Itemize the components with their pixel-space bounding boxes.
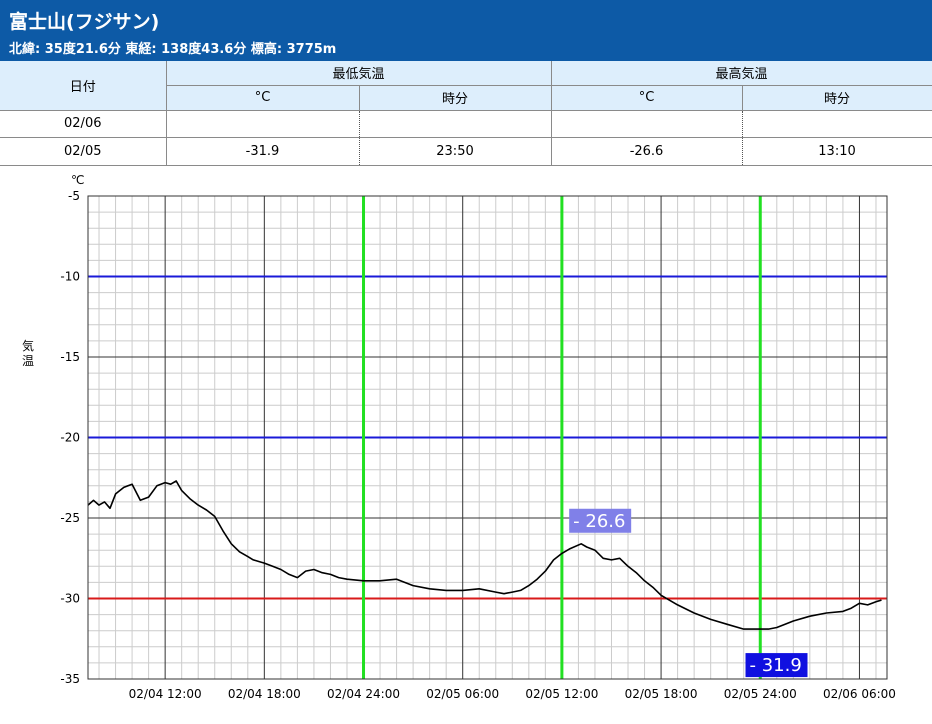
min-temp-label-bg (745, 653, 808, 678)
y-tick-label: -5 (68, 189, 80, 203)
series (87, 480, 882, 630)
min-time-unit-header: 時分 (359, 85, 552, 111)
station-title: 富士山(フジサン) (9, 11, 160, 33)
date-column-header: 日付 (0, 61, 167, 111)
y-axis-label: 気温 (22, 338, 34, 368)
x-tick-label: 02/06 06:00 (823, 687, 896, 701)
max-temp-header: 最高気温 (551, 61, 932, 86)
y-tick-label: -25 (60, 511, 80, 525)
max-time-unit-header: 時分 (742, 85, 932, 111)
y-axis-unit: ℃ (71, 173, 84, 187)
table-row: 02/05 -31.9 23:50 -26.6 13:10 (0, 137, 932, 167)
reference-lines (88, 275, 887, 600)
x-tick-label: 02/05 24:00 (724, 687, 797, 701)
row-max-time (742, 110, 932, 138)
station-header: 富士山(フジサン) 北緯: 35度21.6分 東経: 138度43.6分 標高:… (0, 0, 932, 61)
series-line (87, 480, 882, 630)
row-max-time: 13:10 (742, 137, 932, 167)
y-tick-label: -30 (60, 592, 80, 606)
row-min-temp (166, 110, 360, 138)
min-temp-header: 最低気温 (166, 61, 552, 86)
max-temp-label-bg (569, 508, 632, 533)
axes: -5 -10 -15 -20 -25 -30 -35 02/04 12:00 02/04 18:… (60, 189, 896, 701)
row-min-time (359, 110, 552, 138)
row-max-temp (551, 110, 743, 138)
max-temp-label: - 26.6 (573, 511, 625, 532)
row-date: 02/05 (0, 137, 167, 167)
min-temp-label: - 31.9 (750, 655, 802, 676)
y-tick-label: -15 (60, 350, 80, 364)
vertical-markers (362, 196, 762, 679)
temperature-line-chart: -5 -10 -15 -20 -25 -30 -35 02/04 12:00 02/04 18:… (22, 173, 896, 701)
station-coordinates: 北緯: 35度21.6分 東経: 138度43.6分 標高: 3775m (9, 42, 337, 57)
row-date: 02/06 (0, 110, 167, 138)
plot-frame (87, 195, 888, 680)
x-tick-label: 02/05 12:00 (525, 687, 598, 701)
table-row: 02/06 (0, 110, 932, 138)
temperature-summary-table: 日付 最低気温 最高気温 °C 時分 °C 時分 02/06 02/05 -31… (0, 61, 932, 167)
min-temp-unit-header: °C (166, 85, 360, 111)
x-tick-label: 02/04 18:00 (228, 687, 301, 701)
x-tick-label: 02/05 06:00 (426, 687, 499, 701)
x-tick-label: 02/05 18:00 (625, 687, 698, 701)
max-temp-unit-header: °C (551, 85, 743, 111)
x-tick-label: 02/04 24:00 (327, 687, 400, 701)
row-max-temp: -26.6 (551, 137, 743, 167)
y-tick-label: -35 (60, 672, 80, 686)
annotations: - 26.6 - 31.9 (569, 508, 808, 678)
row-min-temp: -31.9 (166, 137, 360, 167)
y-tick-label: -10 (60, 270, 80, 284)
x-tick-label: 02/04 12:00 (129, 687, 202, 701)
y-tick-label: -20 (60, 431, 80, 445)
row-min-time: 23:50 (359, 137, 552, 167)
